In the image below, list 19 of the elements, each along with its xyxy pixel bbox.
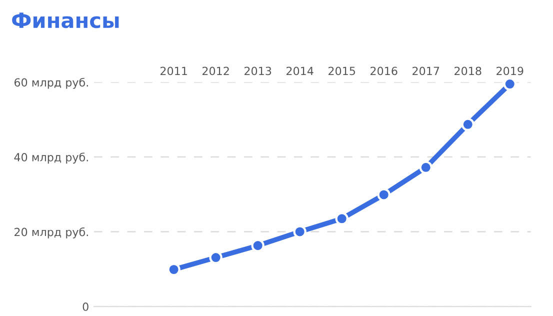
x-tick-label: 2014 — [286, 66, 314, 76]
x-tick-label: 2016 — [370, 66, 398, 76]
y-tick-label: 0 — [82, 302, 88, 311]
x-tick-label: 2017 — [412, 66, 440, 76]
x-tick-label: 2012 — [202, 66, 229, 76]
point — [419, 160, 432, 174]
x-tick-label: 2019 — [496, 66, 524, 76]
chart-title: Финансы — [12, 12, 119, 28]
x-tick-label: 2015 — [328, 66, 356, 76]
x-tick-label: 2011 — [160, 66, 187, 76]
point — [335, 212, 348, 226]
point — [461, 118, 474, 132]
point — [293, 225, 306, 238]
y-tick-label: 40 млрд руб. — [14, 152, 88, 164]
y-tick-label: 60 млрд руб. — [14, 78, 88, 89]
y-tick-label: 20 млрд руб. — [14, 227, 88, 238]
x-tick-label: 2013 — [244, 66, 272, 76]
x-tick-label: 2018 — [454, 66, 482, 76]
point — [377, 188, 390, 202]
